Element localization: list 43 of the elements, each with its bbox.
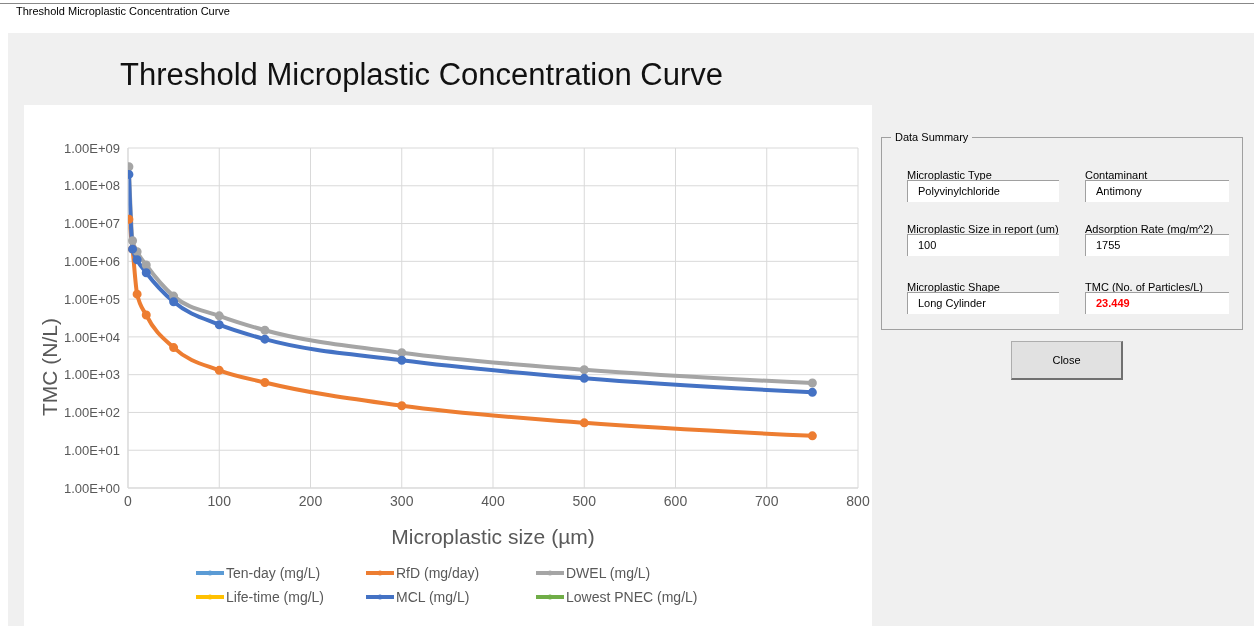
x-tick-label: 700: [755, 492, 779, 509]
y-tick-label: 1.00E+07: [63, 216, 120, 232]
y-tick-label: 1.00E+06: [63, 253, 120, 269]
text-field: Polyvinylchloride: [907, 180, 1059, 202]
x-tick-label: 500: [572, 492, 597, 509]
x-tick-label: 200: [298, 492, 323, 509]
text: Threshold Microplastic Concentration Curve: [16, 5, 230, 17]
y-tick-label: 1.00E+09: [63, 140, 120, 156]
x-tick-label: 800: [846, 492, 870, 509]
text: Contaminant: [1085, 168, 1149, 181]
text-field: 23.449: [1085, 292, 1229, 314]
y-tick-label: 1.00E+00: [63, 480, 120, 496]
y-axis-title: TMC (N/L): [38, 318, 62, 416]
text-field: Long Cylinder: [907, 292, 1059, 314]
y-tick-label: 1.00E+04: [63, 329, 120, 345]
y-tick-label: 1.00E+01: [63, 442, 120, 458]
text-field: 1755: [1085, 234, 1229, 256]
legend-label: MCL (mg/L): [396, 589, 470, 605]
text: TMC (No. of Particles/L): [1085, 280, 1204, 293]
legend-label: Ten-day (mg/L): [226, 565, 321, 581]
legend-label: Life-time (mg/L): [226, 589, 325, 605]
x-tick-label: 300: [390, 492, 414, 509]
y-tick-label: 1.00E+02: [63, 405, 120, 421]
x-tick-label: 600: [663, 492, 688, 509]
y-tick-label: 1.00E+08: [63, 178, 120, 194]
legend-label: RfD (mg/day): [396, 565, 480, 581]
text: Data Summary: [891, 131, 973, 143]
text: Adsorption Rate (mg/m^2): [1085, 222, 1215, 235]
text: Microplastic Shape: [907, 280, 1001, 293]
text-field: 100: [907, 234, 1059, 256]
legend-label: DWEL (mg/L): [566, 565, 651, 581]
text: Microplastic Size in report (um): [907, 222, 1059, 235]
legend-label: Lowest PNEC (mg/L): [566, 589, 698, 605]
chart-title: Threshold Microplastic Concentration Curve: [120, 57, 724, 93]
y-tick-label: 1.00E+05: [63, 291, 120, 307]
x-tick-label: 100: [207, 492, 232, 509]
button: Close: [1011, 341, 1123, 380]
x-axis-title: Microplastic size (µm): [391, 525, 595, 548]
text: Microplastic Type: [907, 168, 993, 181]
text-field: Antimony: [1085, 180, 1229, 202]
y-tick-label: 1.00E+03: [63, 367, 120, 383]
x-tick-label: 0: [124, 492, 133, 509]
x-tick-label: 400: [481, 492, 505, 509]
